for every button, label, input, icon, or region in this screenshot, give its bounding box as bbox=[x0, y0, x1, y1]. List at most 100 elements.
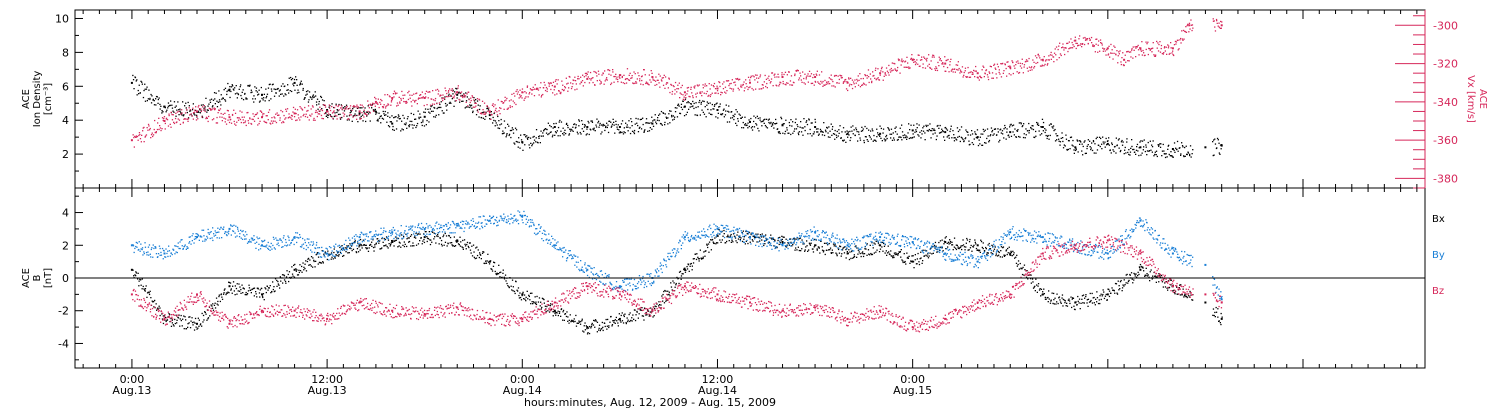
ion-density-point bbox=[601, 124, 603, 126]
ion-density-point bbox=[836, 130, 838, 133]
b-bx-point bbox=[525, 296, 527, 298]
b-bx-point bbox=[717, 235, 719, 237]
ion-density-point bbox=[1044, 131, 1046, 134]
vx-speed-point bbox=[716, 85, 718, 87]
ion-density-point bbox=[1080, 141, 1082, 143]
b-bx-point bbox=[228, 292, 230, 294]
vx-speed-point bbox=[758, 77, 760, 79]
ion-density-point bbox=[203, 107, 205, 109]
vx-speed-point bbox=[747, 76, 750, 78]
b-bx-point bbox=[436, 235, 438, 237]
ion-density-point bbox=[144, 83, 146, 85]
vx-speed-point bbox=[356, 104, 358, 106]
vx-speed-point bbox=[324, 104, 326, 106]
b-bx-point bbox=[453, 245, 456, 247]
ion-density-point bbox=[932, 133, 934, 135]
b-bx-point bbox=[641, 315, 643, 317]
ion-density-point bbox=[280, 85, 283, 87]
ion-density-point bbox=[788, 132, 790, 134]
b-bx-point bbox=[576, 322, 578, 324]
ion-density-point bbox=[842, 127, 845, 129]
vx-speed-point bbox=[491, 114, 493, 116]
vx-speed-point bbox=[1170, 47, 1172, 49]
vx-speed-point bbox=[911, 54, 913, 56]
ion-density-point bbox=[187, 101, 189, 104]
vx-speed-point bbox=[337, 105, 339, 108]
b-bx-point bbox=[857, 249, 859, 251]
b-bx-point bbox=[269, 285, 271, 287]
ion-density-point bbox=[261, 97, 263, 100]
b-bx-point bbox=[371, 241, 373, 243]
b-bx-point bbox=[1049, 302, 1052, 304]
vx-speed-point bbox=[396, 92, 398, 94]
vx-speed-point bbox=[965, 76, 967, 78]
vx-speed-point bbox=[1019, 62, 1021, 64]
vx-speed-point bbox=[686, 93, 688, 95]
vx-speed-point bbox=[366, 114, 368, 116]
ion-density-point bbox=[585, 134, 587, 136]
vx-speed-point bbox=[607, 69, 610, 71]
vx-speed-point bbox=[1120, 61, 1122, 63]
ion-density-point bbox=[449, 101, 451, 103]
vx-speed-point bbox=[992, 77, 994, 79]
vx-speed-point bbox=[616, 76, 618, 78]
b-bx-point bbox=[711, 238, 714, 241]
ion-density-point bbox=[1118, 147, 1120, 149]
vx-speed-point bbox=[446, 92, 448, 95]
ion-density-point bbox=[1116, 144, 1118, 146]
ion-density-point bbox=[921, 133, 923, 135]
ion-density-point bbox=[1032, 128, 1035, 131]
b-bx-point bbox=[175, 314, 177, 316]
b-bx-point bbox=[839, 245, 841, 247]
b-bx-point bbox=[800, 250, 802, 252]
ion-density-point bbox=[365, 120, 367, 123]
b-bx-point bbox=[417, 243, 420, 245]
vx-speed-point bbox=[385, 105, 387, 108]
vx-speed-point bbox=[844, 79, 846, 81]
b-bx-point bbox=[339, 246, 341, 249]
vx-speed-point bbox=[1007, 65, 1009, 68]
vx-speed-point bbox=[1124, 54, 1126, 56]
ion-density-point bbox=[753, 115, 755, 117]
ion-density-point bbox=[1171, 155, 1173, 157]
b-bx-point bbox=[667, 290, 669, 292]
b-bx-point bbox=[384, 245, 386, 247]
vx-speed-point bbox=[813, 84, 815, 86]
vx-speed-point bbox=[1136, 46, 1138, 48]
vx-speed-point bbox=[784, 83, 786, 85]
ion-density-point bbox=[608, 120, 611, 122]
ion-density-point bbox=[959, 140, 961, 143]
ion-density-point bbox=[156, 96, 158, 98]
vx-speed-point bbox=[176, 121, 178, 123]
ion-density-point bbox=[1140, 140, 1142, 142]
ion-density-point bbox=[776, 122, 778, 124]
vx-speed-point bbox=[510, 99, 512, 101]
b-bx-point bbox=[342, 247, 344, 249]
ion-density-point bbox=[547, 122, 549, 124]
b-bx-point bbox=[702, 257, 704, 260]
ion-density-point bbox=[1184, 155, 1186, 157]
vx-speed-point bbox=[406, 101, 408, 104]
ion-density-point bbox=[416, 125, 418, 127]
ion-density-point bbox=[588, 133, 590, 136]
b-bx-point bbox=[866, 243, 868, 245]
ion-density-point bbox=[756, 124, 758, 126]
ion-density-point bbox=[1087, 144, 1089, 146]
vx-speed-point bbox=[267, 111, 270, 113]
b-bx-point bbox=[727, 234, 729, 236]
b-bx-point bbox=[646, 314, 648, 316]
b-bx-point bbox=[730, 241, 732, 243]
ion-density-point bbox=[1169, 155, 1171, 157]
vx-speed-point bbox=[237, 119, 240, 121]
b-bx-point bbox=[476, 246, 478, 248]
b-bx-point bbox=[922, 260, 924, 262]
b-bx-point bbox=[205, 313, 207, 315]
vx-speed-point bbox=[922, 63, 924, 65]
ion-density-point bbox=[1031, 125, 1033, 127]
vx-speed-point bbox=[772, 85, 774, 87]
ion-density-point bbox=[1104, 141, 1106, 143]
b-bx-point bbox=[923, 255, 926, 257]
vx-speed-point bbox=[388, 95, 391, 97]
ion-density-point bbox=[741, 116, 743, 118]
vx-speed-anchor-point bbox=[976, 72, 979, 75]
